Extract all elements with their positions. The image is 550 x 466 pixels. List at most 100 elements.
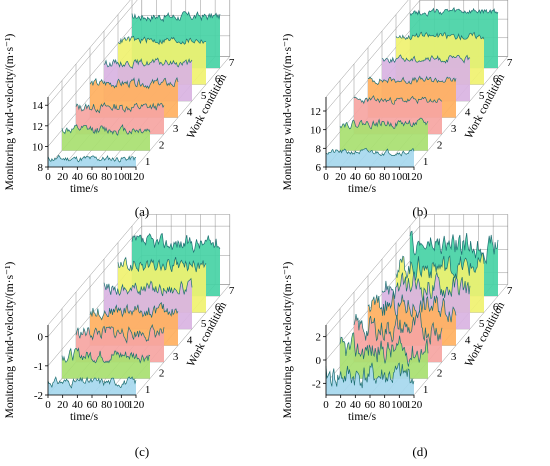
x-tick-label: 20 <box>57 399 69 411</box>
z-tick-label: 6 <box>493 74 499 86</box>
series-area-2 <box>340 332 428 379</box>
series-line-1 <box>325 147 415 157</box>
series-line-4 <box>89 76 179 90</box>
z-tick-label: 3 <box>173 351 179 363</box>
y-tick-label: -2 <box>312 378 321 390</box>
series-line-4 <box>367 291 457 323</box>
series-area-2 <box>62 348 150 379</box>
y-tick-label: 0 <box>38 332 44 344</box>
y-tick-label: 14 <box>32 100 44 112</box>
y-tick-label: -2 <box>34 390 43 402</box>
z-tick-label: 5 <box>201 318 207 330</box>
x-tick-label: 60 <box>365 171 377 183</box>
x-tick-label: 100 <box>391 399 408 411</box>
x-axis-label: time/s <box>70 411 99 423</box>
x-tick-label: 20 <box>335 399 347 411</box>
z-tick-label: 7 <box>229 285 235 297</box>
series-area-1 <box>48 376 136 395</box>
x-tick-label: 80 <box>101 171 113 183</box>
x-tick-label: 40 <box>350 171 362 183</box>
x-tick-label: 120 <box>128 171 145 183</box>
x-tick-label: 100 <box>391 171 408 183</box>
z-tick-label: 2 <box>159 368 165 380</box>
series-line-1 <box>47 154 137 163</box>
x-tick-label: 40 <box>72 171 84 183</box>
series-line-7 <box>409 7 499 17</box>
z-tick-label: 3 <box>451 123 457 135</box>
x-axis-label: time/s <box>348 183 377 195</box>
series-line-3 <box>353 95 443 105</box>
x-tick-label: 100 <box>113 399 130 411</box>
x-tick-label: 20 <box>335 171 347 183</box>
y-tick-label: 12 <box>32 121 43 133</box>
series-line-6 <box>395 251 485 281</box>
series-line-2 <box>61 123 151 136</box>
y-tick-label: 10 <box>310 125 322 137</box>
x-tick-label: 0 <box>323 399 329 411</box>
x-tick-label: 20 <box>57 171 69 183</box>
z-tick-label: 2 <box>437 368 443 380</box>
series-line-1 <box>325 362 415 389</box>
y-axis-label: Monitoring wind-velocity/(m·s⁻¹) <box>282 261 294 418</box>
z-tick-label: 1 <box>145 384 151 396</box>
z-tick-label: 1 <box>145 156 151 168</box>
z-tick-label: 1 <box>423 384 429 396</box>
z-tick-label: 4 <box>465 107 471 119</box>
series-line-3 <box>75 102 165 114</box>
series-area-3 <box>76 102 164 134</box>
series-line-5 <box>103 57 193 70</box>
y-axis-label: Monitoring wind-velocity/(m·s⁻¹) <box>282 33 294 190</box>
series-line-1 <box>47 376 137 389</box>
x-tick-label: 80 <box>379 171 391 183</box>
z-tick-label: 2 <box>437 140 443 152</box>
z-tick-label: 6 <box>215 302 221 314</box>
panel-2: 0 20 40 60 80 1001206810121234567time/sMonito… <box>282 0 513 219</box>
series-line-5 <box>381 271 471 303</box>
series-line-7 <box>131 233 221 254</box>
series-line-2 <box>339 117 429 130</box>
z-tick-label: 4 <box>187 335 193 347</box>
series-line-2 <box>61 347 151 364</box>
y-tick-label: 8 <box>38 162 44 174</box>
series-line-7 <box>409 230 499 265</box>
series-line-4 <box>368 75 457 86</box>
panel-1: 0 20 40 60 80 10012081012141234567time/sMonit… <box>4 0 235 219</box>
y-axis-label: Monitoring wind-velocity/(m·s⁻¹) <box>4 261 16 418</box>
y-tick-label: 0 <box>316 355 322 367</box>
x-tick-label: 0 <box>45 171 51 183</box>
x-tick-label: 100 <box>113 171 130 183</box>
series-line-7 <box>131 11 221 23</box>
x-tick-label: 40 <box>72 399 84 411</box>
x-tick-label: 0 <box>323 171 329 183</box>
z-tick-label: 3 <box>451 351 457 363</box>
series-area-2 <box>62 124 150 151</box>
y-tick-label: 8 <box>316 143 322 155</box>
panel-caption: (b) <box>412 204 427 219</box>
series-area-4 <box>90 77 178 118</box>
panel-4: 0 20 40 60 80 100120-2021234567time/sMonitori… <box>282 214 513 459</box>
x-axis-label: time/s <box>70 183 99 195</box>
z-tick-label: 4 <box>187 107 193 119</box>
x-tick-label: 60 <box>87 399 99 411</box>
series-line-3 <box>353 309 443 345</box>
panel-caption: (d) <box>412 444 427 459</box>
series-line-5 <box>381 54 471 64</box>
x-tick-label: 120 <box>128 399 145 411</box>
y-tick-label: 12 <box>310 106 321 118</box>
z-tick-label: 2 <box>159 140 165 152</box>
y-tick-label: 10 <box>32 141 44 153</box>
series-line-4 <box>89 302 179 321</box>
series-area-2 <box>340 118 428 151</box>
x-tick-label: 120 <box>406 399 423 411</box>
x-tick-label: 0 <box>45 399 51 411</box>
series-line-6 <box>117 256 207 273</box>
x-tick-label: 120 <box>406 171 423 183</box>
panel-caption: (c) <box>135 444 149 459</box>
panel-caption: (a) <box>135 204 149 219</box>
series-line-6 <box>117 35 207 45</box>
series-area-3 <box>354 310 442 362</box>
z-tick-label: 4 <box>465 335 471 347</box>
z-tick-label: 7 <box>229 57 235 69</box>
